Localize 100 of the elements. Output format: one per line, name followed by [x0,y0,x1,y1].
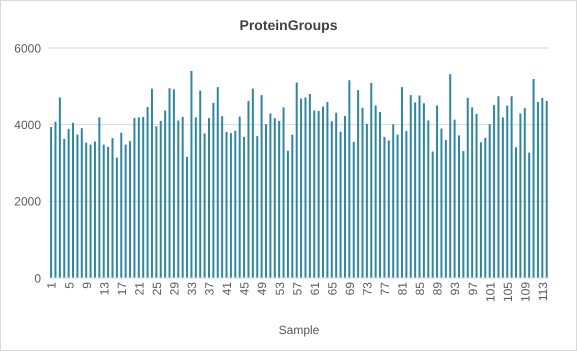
bar [466,98,469,278]
bar [506,106,508,278]
x-tick-label: 113 [536,282,550,302]
bar [256,136,258,278]
bar [172,89,175,278]
bar [322,106,324,278]
bar [528,152,530,278]
bar [138,117,140,278]
bar [344,116,346,278]
bar [436,106,438,278]
bar [291,134,294,278]
bar [199,90,202,278]
bar [510,96,513,278]
x-tick-label: 85 [413,282,428,296]
bar [308,94,311,278]
bar [444,140,447,278]
bar [340,132,342,278]
bar [58,97,61,278]
bar [383,136,386,278]
bar [150,88,153,278]
bar [488,124,491,278]
bar [515,147,518,278]
bar [326,102,328,278]
bar [124,144,127,278]
x-tick-label: 1 [44,282,59,289]
bar [76,134,78,278]
y-tick-label: 0 [34,271,42,286]
bar [414,102,416,278]
bar [278,120,280,278]
bar [362,108,364,278]
x-tick-label: 93 [448,282,462,296]
bar [318,110,320,278]
x-tick-label: 73 [360,282,374,296]
bar [524,108,526,278]
bar [120,132,122,278]
bar [476,114,478,278]
x-tick-label: 9 [80,282,94,289]
x-tick-label: 105 [500,282,515,302]
x-tick-label: 57 [290,282,304,296]
bar [94,142,96,278]
chart-title: ProteinGroups [238,17,338,33]
bar [186,156,188,278]
bar [168,88,171,278]
bar [366,124,368,278]
bar [269,114,272,278]
bar [194,117,197,278]
x-tick-label: 21 [132,282,146,296]
bar [274,118,276,278]
bar [471,107,474,278]
bar [546,100,548,278]
bar [247,100,250,278]
bar [204,133,206,278]
bar [357,90,360,278]
x-tick-label: 29 [168,282,182,296]
x-tick-label: 81 [396,282,410,296]
bar [116,158,118,278]
x-tick-label: 61 [308,282,322,296]
bar [396,134,399,278]
x-tick-label: 37 [202,282,217,296]
bar [90,144,92,278]
bar [252,88,254,278]
bar [182,117,184,278]
y-tick-label: 4000 [14,118,42,132]
bar [85,142,88,278]
bar [422,103,425,278]
bar [541,98,544,278]
bar [102,144,105,278]
bar [265,124,268,278]
bar [392,124,394,278]
bar [226,132,228,278]
bar [462,151,464,278]
bar [129,141,132,278]
bar [107,146,110,278]
x-tick-label: 5 [62,282,76,289]
bar [449,74,452,278]
bar [286,150,289,278]
bar [282,107,285,278]
bar [112,138,114,278]
bar [493,105,496,278]
bar [427,120,430,278]
bar [410,95,412,278]
bar [335,112,338,278]
x-tick-label: 13 [97,282,112,296]
bar [532,79,535,278]
bar [304,97,306,278]
x-tick-label: 97 [466,282,480,296]
bar [300,98,302,278]
bar [80,128,83,278]
bar [155,126,158,278]
x-axis-title: Sample [278,323,320,337]
bar [146,107,149,278]
x-tick-label: 101 [483,282,498,302]
bar [400,87,403,278]
x-tick-label: 89 [430,282,445,296]
bar [370,82,372,278]
x-tick-label: 53 [272,282,287,296]
bar [68,128,70,278]
bar [50,126,52,278]
bar [164,110,166,278]
bar [54,122,56,278]
